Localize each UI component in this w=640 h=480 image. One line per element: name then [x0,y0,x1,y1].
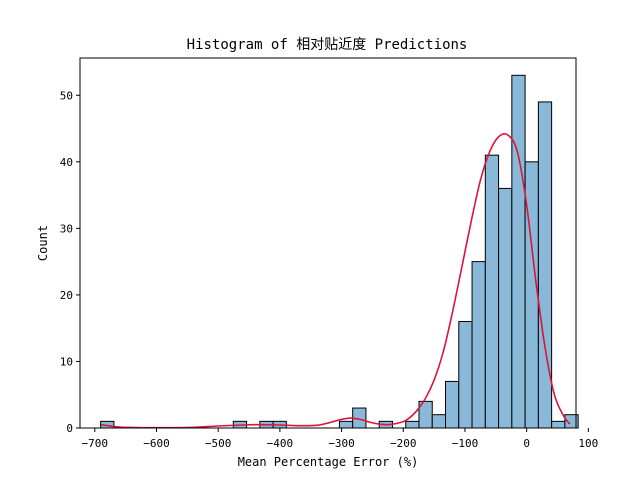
ticks-layer: −700 −600 −500 −400 −300 −200 −100 0 100 0 10 20 30 4… [60,89,599,450]
histogram-bar [484,154,500,429]
histogram-bar [498,187,513,429]
x-tick-label: −200 [390,437,417,450]
histogram-bar [551,420,566,429]
x-tick-label: 0 [523,437,530,450]
histogram-bar [405,420,420,429]
histogram-bar [338,420,354,429]
y-tick-label: 30 [60,222,73,235]
histogram-bar [458,321,473,429]
histogram-bar [445,380,460,429]
bars-layer [100,74,579,429]
x-tick-label: −500 [205,437,232,450]
x-tick-label: −700 [82,437,109,450]
y-tick-label: 40 [60,156,73,169]
histogram-bar [511,74,526,429]
y-tick-label: 20 [60,289,73,302]
kde-curve [100,132,571,429]
x-tick-label: −100 [452,437,479,450]
y-tick-label: 10 [60,355,73,368]
kde-layer [100,132,571,429]
x-tick-label: −300 [328,437,355,450]
histogram-bar [537,101,553,429]
x-tick-label: −600 [143,437,170,450]
y-tick-label: 50 [60,89,73,102]
y-axis-label: Count [36,225,50,261]
y-tick-label: 0 [66,422,73,435]
x-axis-label: Mean Percentage Error (%) [238,455,419,469]
histogram-bar [524,161,539,429]
plot-frame [79,57,577,429]
x-tick-label: 100 [578,437,598,450]
histogram-bar [471,261,486,429]
x-tick-label: −400 [267,437,294,450]
histogram-bar [431,414,447,429]
chart-title: Histogram of 相对贴近度 Predictions [187,37,468,53]
